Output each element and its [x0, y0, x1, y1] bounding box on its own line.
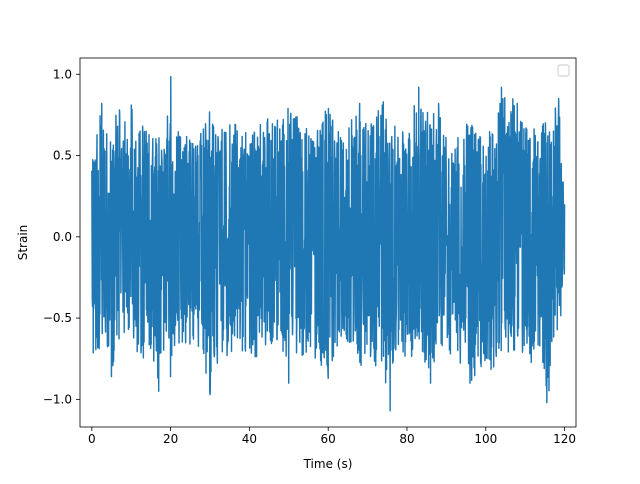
x-tick-label: 40: [242, 432, 257, 446]
x-tick-label: 0: [88, 432, 96, 446]
y-axis-label: Strain: [16, 225, 30, 261]
x-tick-label: 100: [474, 432, 497, 446]
x-tick-label: 120: [553, 432, 576, 446]
x-axis-ticks: 0 20 40 60 80 100 120: [88, 427, 576, 446]
y-tick-label: 0.5: [53, 149, 72, 163]
y-tick-label: 0.0: [53, 230, 72, 244]
y-tick-label: −0.5: [43, 311, 72, 325]
strain-signal-line: [91, 76, 566, 412]
y-axis-ticks: −1.0 −0.5 0.0 0.5 1.0: [43, 67, 80, 406]
x-axis-label: Time (s): [303, 457, 353, 471]
x-tick-label: 80: [399, 432, 414, 446]
x-tick-label: 60: [321, 432, 336, 446]
legend-box: [557, 64, 570, 77]
plot-frame: [79, 57, 577, 428]
x-tick-label: 20: [163, 432, 178, 446]
data-layer: [91, 76, 566, 412]
y-tick-label: −1.0: [43, 392, 72, 406]
y-tick-label: 1.0: [53, 67, 72, 81]
